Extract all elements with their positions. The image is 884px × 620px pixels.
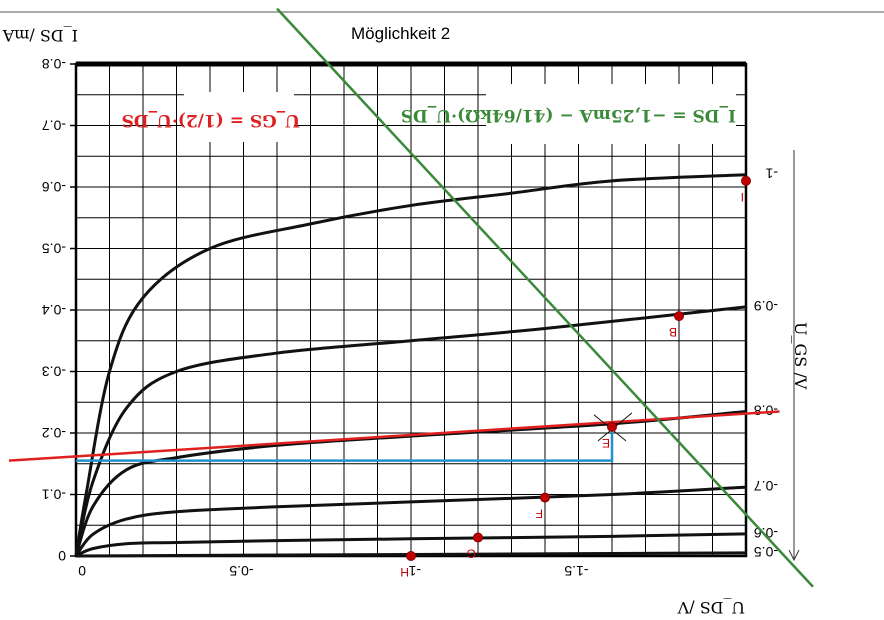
gate-line-formula-text: U_GS = (1/2)·U_DS — [122, 110, 300, 130]
operating-point-label: H — [400, 565, 409, 579]
curve-label: -0.5 — [754, 544, 778, 560]
x-axis-label: U_DS /V — [677, 598, 745, 617]
curve-label: -1 — [765, 166, 778, 182]
operating-point-marker — [741, 175, 751, 186]
y-tick-label: -0.7 — [42, 118, 66, 134]
operating-point-label: B — [669, 325, 677, 339]
chart-title: Möglichkeit 2 — [351, 24, 450, 43]
operating-point-marker — [473, 532, 483, 543]
characteristic-curve — [74, 305, 747, 557]
curve-label: -0.7 — [754, 478, 778, 494]
operating-points: I B E F G H — [400, 175, 751, 579]
x-tick-label: -1.5 — [564, 563, 588, 579]
y-tick-label: -0.5 — [42, 241, 66, 257]
y-tick-label: -0.8 — [42, 56, 66, 72]
y-tick-label: -0.2 — [42, 425, 66, 441]
y-tick-label: -0.6 — [42, 179, 66, 195]
construction-lines — [8, 7, 814, 588]
load-line-formula: I_DS = −1,25mA − (41/64kΩ)·U_DS — [401, 84, 736, 144]
load-line — [276, 7, 814, 588]
construction-bracket — [76, 426, 614, 462]
load-line-formula-text: I_DS = −1,25mA − (41/64kΩ)·U_DS — [401, 105, 736, 125]
characteristic-curve — [75, 532, 747, 558]
characteristic-curve — [74, 485, 747, 557]
operating-point-marker — [406, 551, 416, 561]
operating-point-label: F — [536, 507, 543, 521]
axis-ticks: 0 -0.1 -0.2 -0.3 -0.4 -0.5 -0.6 -0.7 -0.8 0 -0.5 -1… — [42, 56, 589, 579]
characteristic-curve — [74, 173, 747, 557]
operating-point-label: E — [602, 436, 610, 450]
x-tick-label: -1 — [408, 563, 421, 579]
right-axis-arrowhead — [788, 549, 800, 562]
y-tick-label: -0.4 — [42, 302, 66, 318]
x-tick-label: 0 — [78, 563, 86, 579]
y-axis-label: I_DS /mA — [2, 26, 78, 45]
gate-line-formula: U_GS = (1/2)·U_DS — [122, 92, 300, 142]
characteristic-curves: -1-0.9-0.8-0.7-0.6-0.5 — [74, 166, 778, 560]
y-tick-label: -0.3 — [42, 364, 66, 380]
grid — [76, 64, 746, 556]
curve-label: -0.9 — [754, 298, 778, 314]
right-axis-label: U_GS /V — [791, 322, 810, 390]
y-tick-label: -0.1 — [42, 487, 66, 503]
gate-voltage-line — [8, 410, 780, 462]
operating-point-label: G — [467, 547, 476, 561]
x-tick-label: -0.5 — [229, 563, 253, 579]
operating-point-marker — [540, 492, 550, 503]
y-tick-label: 0 — [58, 548, 66, 564]
operating-point-marker — [607, 421, 617, 432]
operating-point-marker — [674, 311, 684, 322]
curve-label: -0.8 — [754, 402, 778, 418]
operating-point-label: I — [741, 190, 744, 204]
